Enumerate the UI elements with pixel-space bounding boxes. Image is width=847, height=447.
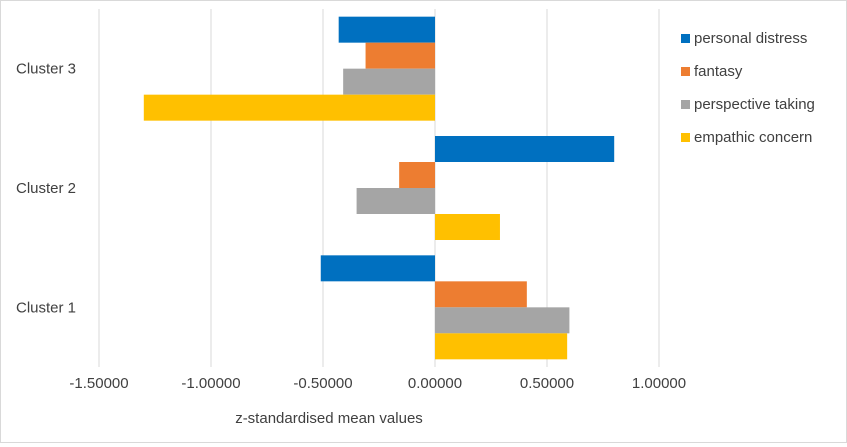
bar-fantasy-cluster-2 (399, 162, 435, 188)
bar-perspective-taking-cluster-3 (343, 68, 435, 95)
legend-label: fantasy (694, 63, 743, 80)
x-tick-label: -1.50000 (69, 375, 128, 392)
bar-fantasy-cluster-3 (365, 42, 435, 69)
bar-perspective-taking-cluster-1 (435, 307, 570, 334)
category-label: Cluster 3 (16, 61, 76, 78)
category-labels: Cluster 1 Cluster 2 Cluster 3 (16, 61, 76, 317)
legend-swatch (681, 67, 690, 76)
x-tick-label: 0.00000 (408, 375, 462, 392)
x-tick-label: 0.50000 (520, 375, 574, 392)
legend-swatch (681, 133, 690, 142)
x-tick-label: -0.50000 (293, 375, 352, 392)
bar-personal-distress-cluster-1 (320, 255, 435, 282)
bar-fantasy-cluster-1 (435, 281, 527, 308)
x-tick-labels: -1.50000 -1.00000 -0.50000 0.00000 0.50000 1.… (69, 375, 686, 392)
legend-label: empathic concern (694, 129, 812, 146)
legend-label: perspective taking (694, 96, 815, 113)
x-tick-label: 1.00000 (632, 375, 686, 392)
bar-empathic-concern-cluster-2 (435, 214, 500, 240)
x-tick-label: -1.00000 (181, 375, 240, 392)
legend-swatch (681, 34, 690, 43)
legend: personal distress fantasy perspective taki… (681, 30, 815, 146)
bar-personal-distress-cluster-2 (435, 136, 615, 162)
bar-empathic-concern-cluster-1 (435, 333, 568, 360)
legend-label: personal distress (694, 30, 807, 47)
category-label: Cluster 2 (16, 180, 76, 197)
x-axis-title: z-standardised mean values (235, 410, 423, 427)
bar-empathic-concern-cluster-3 (143, 94, 436, 121)
category-label: Cluster 1 (16, 299, 76, 316)
bar-personal-distress-cluster-3 (338, 16, 435, 43)
legend-swatch (681, 100, 690, 109)
bars (143, 16, 615, 360)
bar-perspective-taking-cluster-2 (356, 188, 435, 214)
